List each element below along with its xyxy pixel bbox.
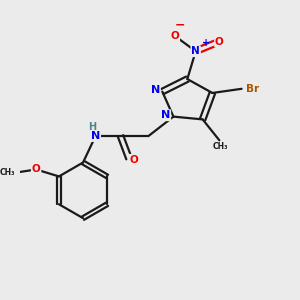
Text: Br: Br: [246, 84, 259, 94]
Text: N: N: [91, 131, 100, 141]
Text: O: O: [170, 31, 179, 41]
Text: CH₃: CH₃: [213, 142, 229, 152]
Text: +: +: [202, 38, 210, 48]
Text: CH₃: CH₃: [0, 168, 15, 177]
Text: −: −: [175, 18, 185, 31]
Text: O: O: [32, 164, 40, 175]
Text: O: O: [215, 37, 224, 46]
Text: O: O: [130, 155, 138, 165]
Text: N: N: [151, 85, 160, 95]
Text: H: H: [88, 122, 97, 132]
Text: N: N: [191, 46, 200, 56]
Text: N: N: [161, 110, 170, 120]
